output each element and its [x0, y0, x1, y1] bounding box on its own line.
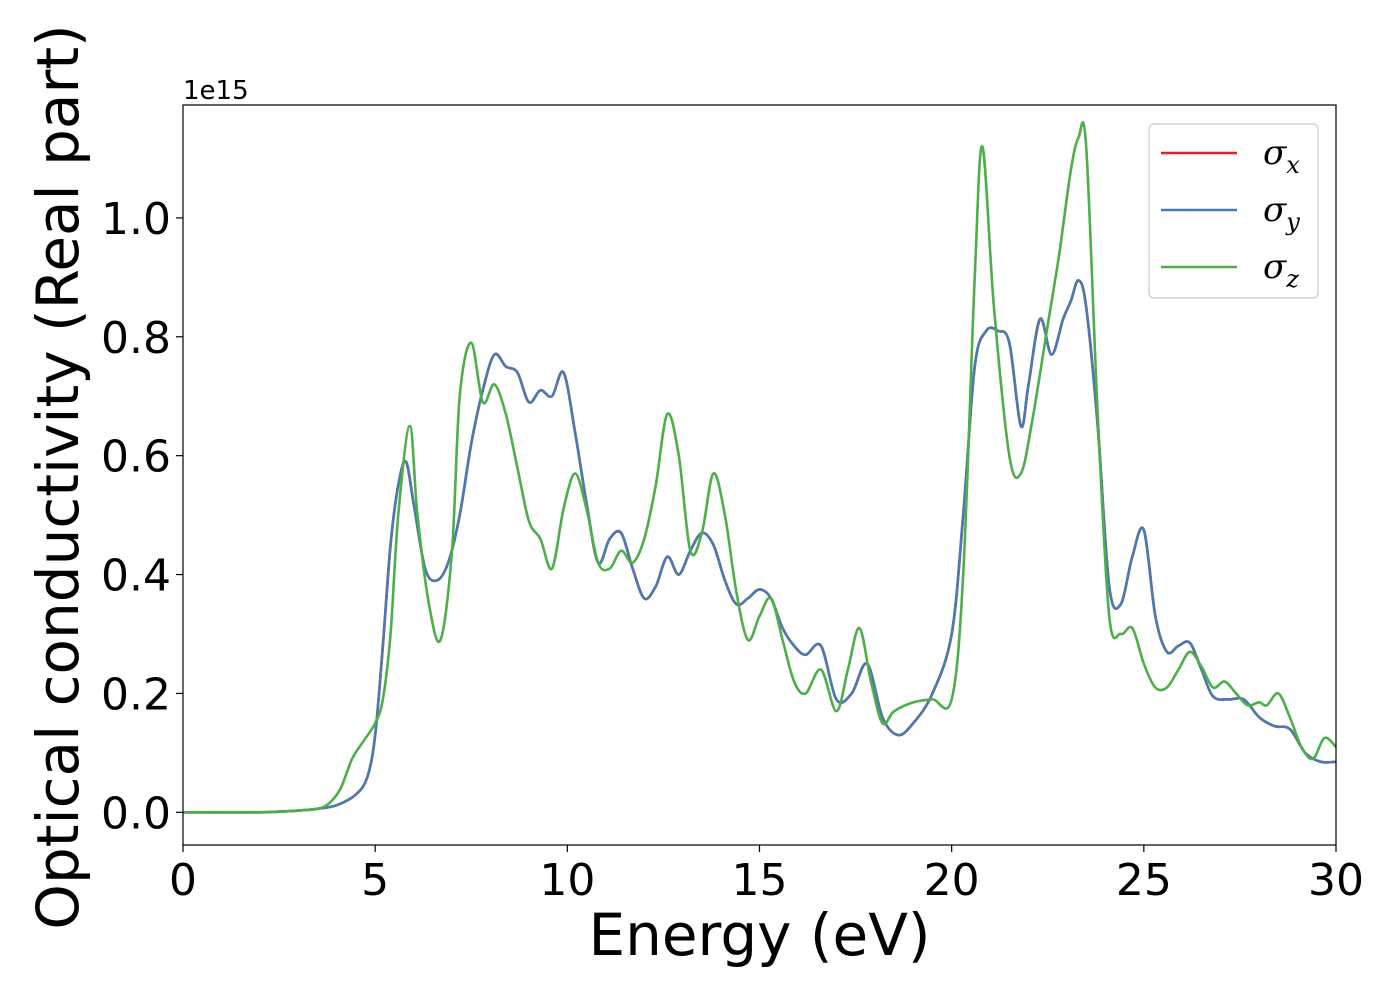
x-tick-label: 0: [169, 855, 197, 906]
series-line-sigma-y: [183, 279, 1336, 814]
x-tick-label: 10: [539, 855, 595, 906]
x-tick-label: 15: [732, 855, 788, 906]
y-axis: 0.0 0.2 0.4 0.6 0.8 1.0: [101, 194, 183, 839]
y-tick-label: 0.2: [101, 669, 171, 720]
x-tick-label: 20: [924, 855, 980, 906]
y-tick-label: 0.4: [101, 551, 171, 602]
plot-frame: [182, 104, 1337, 846]
legend-label-sigma-y: σy: [1263, 190, 1300, 236]
y-tick-label: 0.8: [101, 313, 171, 364]
x-axis: 0 5 10 15 20 25 30: [169, 845, 1364, 906]
x-tick-label: 30: [1308, 855, 1364, 906]
y-axis-label: Optical conductivity (Real part): [24, 24, 92, 929]
legend-label-sigma-x: σx: [1263, 133, 1300, 179]
y-tick-label: 0.6: [101, 432, 171, 483]
y-tick-label: 0.0: [101, 788, 171, 839]
y-offset-label: 1e15: [183, 76, 249, 106]
series-line-sigma-z: [183, 121, 1336, 814]
legend-label-sigma-z: σz: [1263, 247, 1299, 293]
x-tick-label: 5: [361, 855, 389, 906]
legend: σx σy σz: [1148, 123, 1319, 299]
y-tick-label: 1.0: [101, 194, 171, 245]
x-tick-label: 25: [1116, 855, 1172, 906]
plot-area: [183, 121, 1336, 814]
x-axis-label: Energy (eV): [588, 901, 930, 969]
